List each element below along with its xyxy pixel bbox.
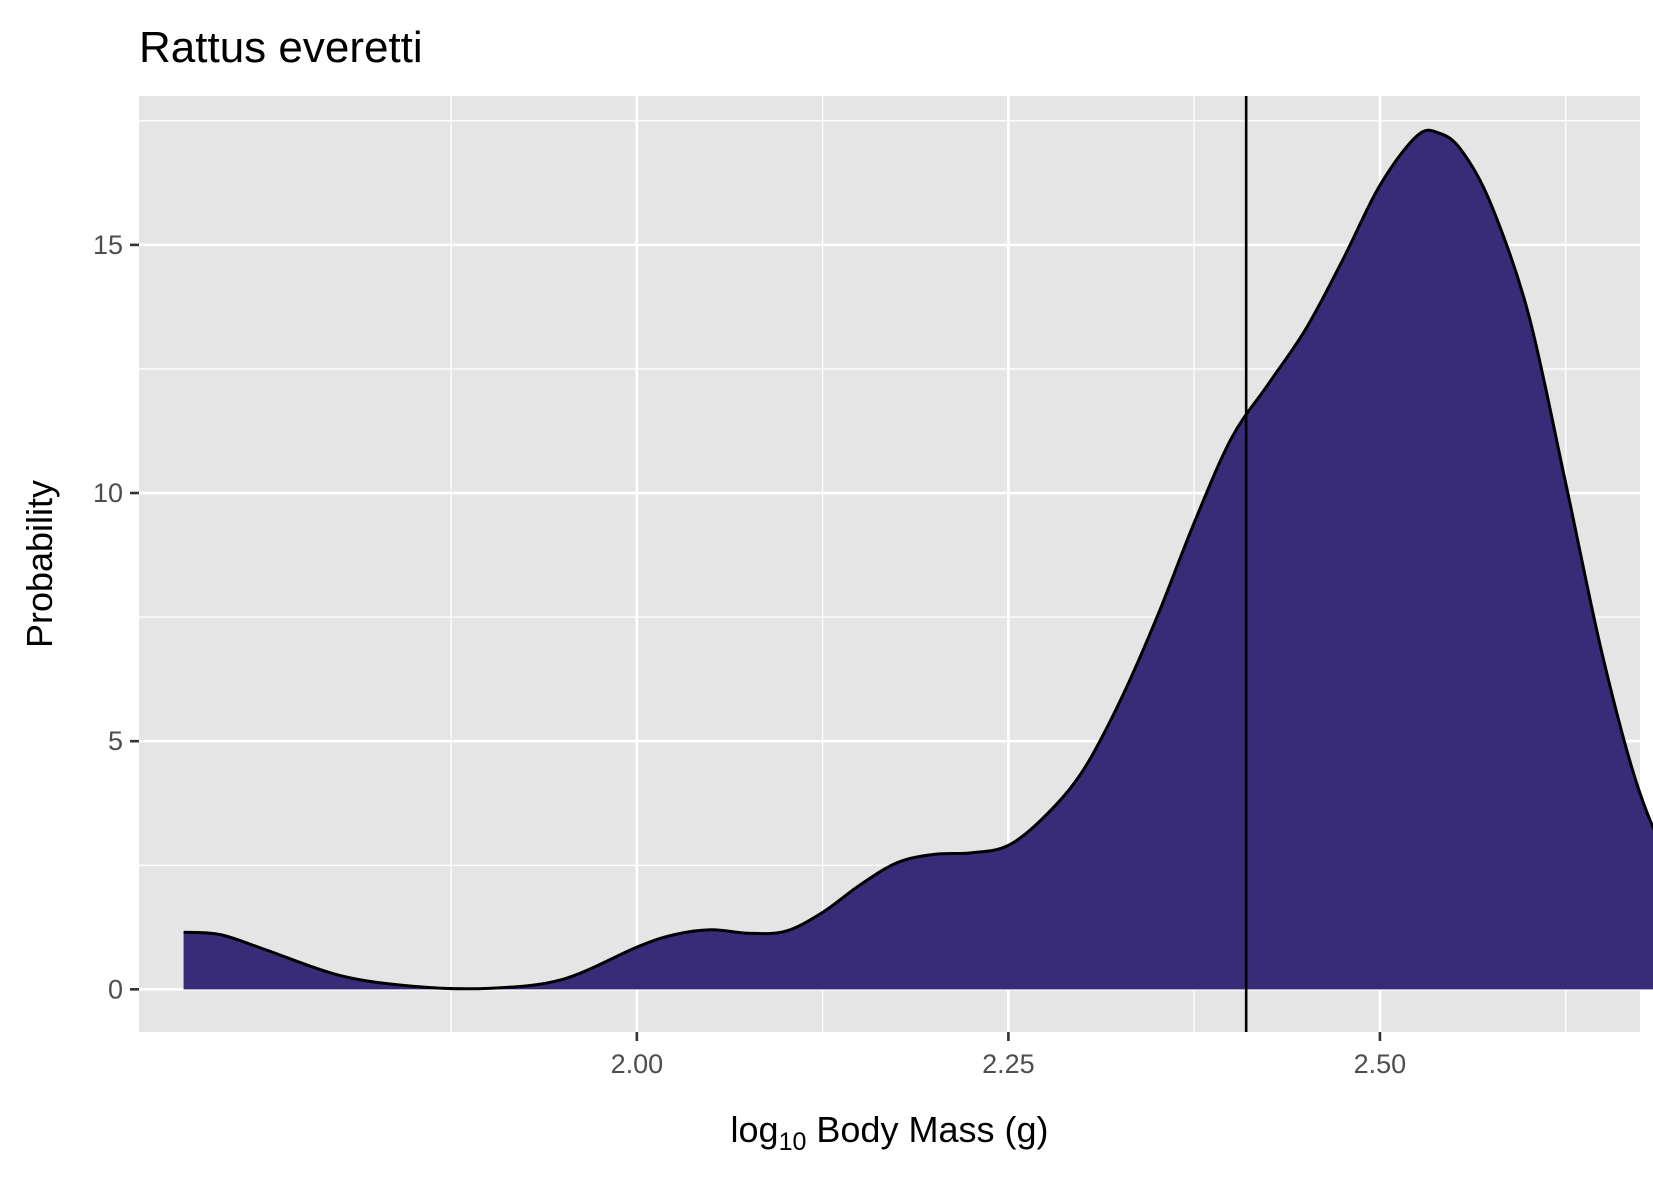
y-tick-label: 0 — [108, 974, 123, 1004]
x-axis: 2.002.252.502.75 — [611, 1032, 1407, 1079]
x-axis-title: log10 Body Mass (g) — [731, 1109, 1049, 1156]
density-curve — [183, 128, 1653, 991]
chart-title: Rattus everetti — [139, 23, 423, 72]
x-tick-label: 2.50 — [1354, 1049, 1407, 1079]
y-axis: 0 5 10 15 — [93, 230, 139, 1004]
x-axis-title-rest: Body Mass (g) — [806, 1109, 1048, 1150]
x-axis-title-base: log — [731, 1109, 779, 1150]
y-tick-label: 5 — [108, 726, 123, 756]
y-axis-title: Probability — [19, 480, 60, 648]
y-tick-label: 10 — [93, 478, 123, 508]
x-tick-label: 2.00 — [611, 1049, 664, 1079]
x-axis-title-subscript: 10 — [779, 1128, 807, 1156]
y-tick-label: 15 — [93, 230, 123, 260]
x-tick-label: 2.25 — [982, 1049, 1035, 1079]
density-area — [183, 130, 1653, 990]
